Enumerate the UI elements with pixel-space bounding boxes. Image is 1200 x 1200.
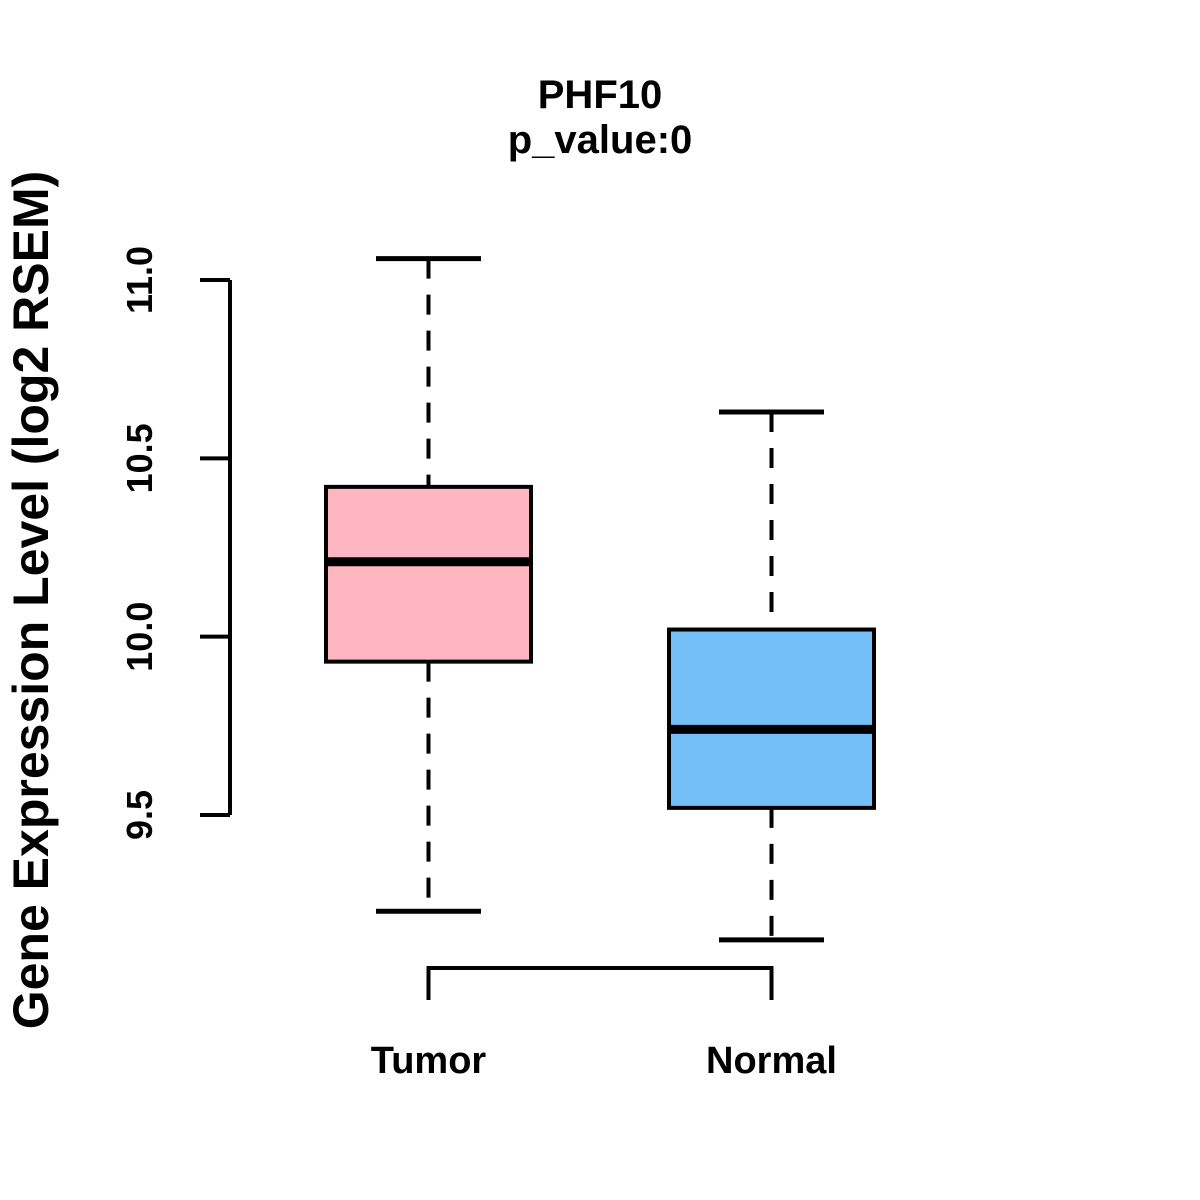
y-axis-tick-label: 10.0 [119, 602, 160, 672]
chart-title: PHF10 [538, 73, 663, 117]
tumor-box [324, 484, 533, 664]
x-axis-bracket [426, 966, 774, 1000]
y-axis-tick-label: 10.5 [119, 423, 160, 493]
y-axis-tick-label: 9.5 [119, 790, 160, 840]
x-label-normal: Normal [706, 1040, 837, 1082]
x-label-tumor: Tumor [371, 1040, 487, 1082]
y-axis-tick-label: 11.0 [119, 246, 160, 314]
y-axis-label: Gene Expression Level (log2 RSEM) [3, 171, 59, 1030]
plot-area: 9.5 10.0 10.5 11.0 Tumor Normal [119, 246, 876, 1082]
normal-box [667, 627, 876, 810]
chart-subtitle: p_value:0 [508, 118, 693, 162]
